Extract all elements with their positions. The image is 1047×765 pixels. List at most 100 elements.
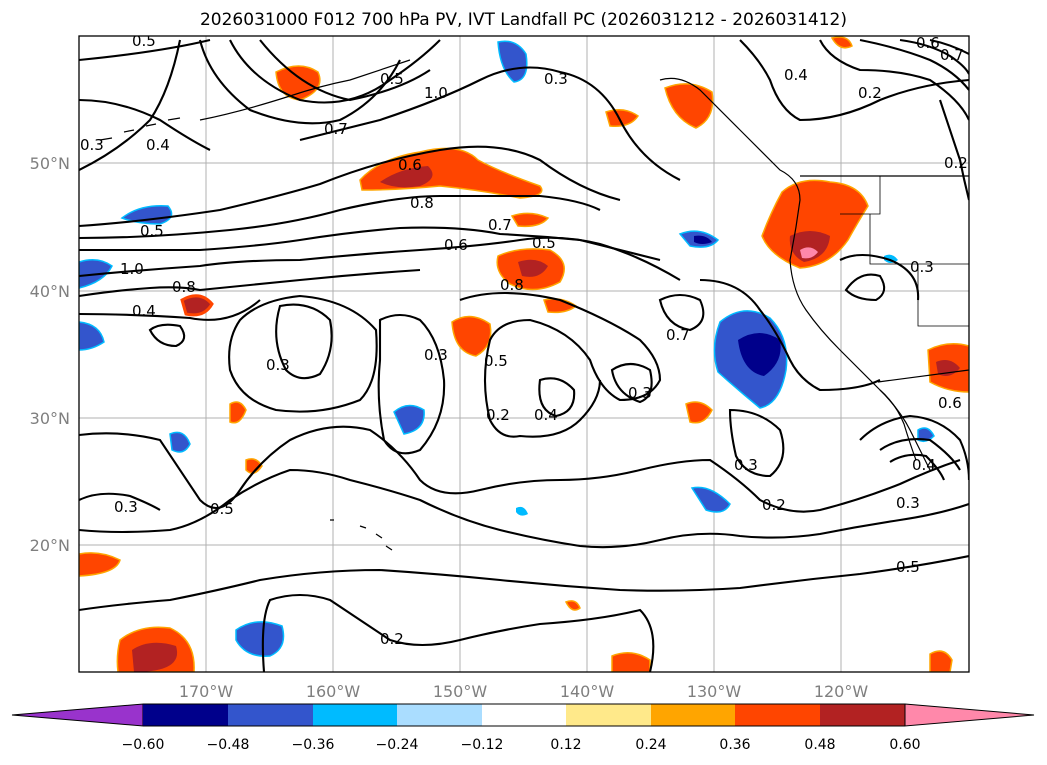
border-states [840,176,969,327]
contour-line-12 [79,268,421,298]
anomaly-fill-neg-tiny-sw [516,506,528,516]
contour-line-32 [739,39,969,122]
cb-tick-4: −0.24 [376,737,419,753]
positive-anomaly-fills [79,36,969,672]
anomaly-fill-small-mid [685,401,713,424]
contour-line-15 [275,303,333,380]
contour-label-34: 0.2 [380,630,404,648]
contour-line-14 [148,323,186,348]
anomaly-fill-west-40n [180,294,214,317]
contour-line-26 [79,468,969,549]
contour-line-16 [228,294,378,413]
anomaly-fill-neg-mid-45n-core [694,235,712,244]
lon-tick-160w: 160°W [306,682,361,701]
anomaly-fill-neg-hawaii [169,431,191,453]
cb-tick-5: −0.12 [461,737,504,753]
colorbar-extend-high [904,703,1035,727]
contour-label-6: 0.3 [266,356,290,374]
contour-line-35 [899,38,969,75]
negative-anomaly-fills [79,40,935,657]
contour-label-13: 0.6 [398,156,422,174]
contour-label-9: 0.2 [858,84,882,102]
lat-tick-30n: 30°N [30,409,70,428]
contour-line-33 [819,39,969,121]
anomaly-fill-tiny-mid [564,600,581,611]
contour-line-29 [859,414,969,481]
contour-line-5 [229,39,441,104]
coastline-aleutians [99,117,181,141]
contour-line-27 [79,554,969,612]
contour-label-1: 0.5 [132,32,156,50]
cb-tick-10: 0.60 [889,737,920,753]
lon-tick-130w: 130°W [687,682,742,701]
cb-tick-7: 0.24 [635,737,666,753]
contour-label-32: 0.3 [114,498,138,516]
colorbar-outline [143,703,905,727]
anomaly-fill-small-west2 [245,458,263,474]
contour-label-39: 0.6 [938,394,962,412]
contour-label-8: 0.6 [916,34,940,52]
cb-tick-3: −0.36 [292,737,335,753]
contour-label-7: 0.4 [146,136,170,154]
border-us-mexico [877,369,969,383]
contour-label-3: 0.5 [140,222,164,240]
contour-label-29: 0.5 [210,500,234,518]
anomaly-fill-ak-coast [664,83,714,129]
contour-line-22 [699,278,881,392]
longitude-axis: 170°W 160°W 150°W 140°W 130°W 120°W [179,682,869,701]
contour-label-14: 0.8 [410,194,434,212]
contour-line-24 [79,425,961,513]
contour-line-2 [79,98,211,151]
contour-label-24: 0.5 [484,352,508,370]
contour-line-9 [79,194,601,240]
anomaly-fill-neg-west-35n [79,321,105,351]
anomaly-fill-southwest-core [132,642,178,672]
contour-label-5: 0.8 [172,278,196,296]
contour-line-39 [844,273,886,302]
contour-label-25: 0.3 [910,258,934,276]
cb-tick-8: 0.36 [719,737,750,753]
contour-label-4: 1.0 [120,260,144,278]
coastline-alaska [199,59,411,121]
colorbar-bin-3 [313,704,397,726]
contour-line-28 [261,593,655,672]
contour-label-35: 0.2 [944,154,968,172]
anomaly-fill-neg-subtropic [393,404,425,435]
pv-contours [79,38,969,672]
contour-label-10: 0.3 [544,70,568,88]
lat-tick-40n: 40°N [30,282,70,301]
anomaly-fill-neg-south [235,621,285,657]
cb-tick-6: 0.12 [550,737,581,753]
contour-label-18: 0.5 [380,70,404,88]
contour-label-36: 0.3 [896,494,920,512]
anomaly-fill-pacific-nw-core [789,231,830,262]
anomaly-fill-neg-22n [690,486,731,513]
contour-line-7 [299,66,681,181]
colorbar-bin-2 [228,704,313,726]
contour-label-12: 0.4 [784,66,808,84]
anomaly-fill-small-bc [605,109,640,128]
contour-label-37: 0.4 [912,456,936,474]
coastlines [99,59,969,551]
contour-label-15: 0.7 [488,216,512,234]
lat-tick-20n: 20°N [30,536,70,555]
contour-line-23 [728,408,785,478]
contour-label-2: 0.3 [80,136,104,154]
contour-label-20: 0.8 [500,276,524,294]
map-panel [79,36,969,672]
anomaly-fill-south-east [929,650,953,672]
contour-label-38: 0.7 [940,46,964,64]
contour-line-1 [79,38,211,62]
anomaly-fill-small-ne [830,36,853,49]
hawaii-islands [330,519,393,551]
gridlines [79,36,969,672]
cb-tick-2: −0.48 [207,737,250,753]
contour-line-18 [459,292,662,438]
cb-tick-9: 0.48 [804,737,835,753]
contour-labels: 0.5 0.3 0.5 1.0 0.8 0.3 0.4 0.6 0.2 0.3 … [80,32,968,648]
contour-line-25 [79,492,161,511]
contour-line-13 [79,299,261,321]
colorbar-bin-6 [566,704,651,726]
contour-line-38 [839,253,920,301]
contour-label-33: 0.5 [896,558,920,576]
